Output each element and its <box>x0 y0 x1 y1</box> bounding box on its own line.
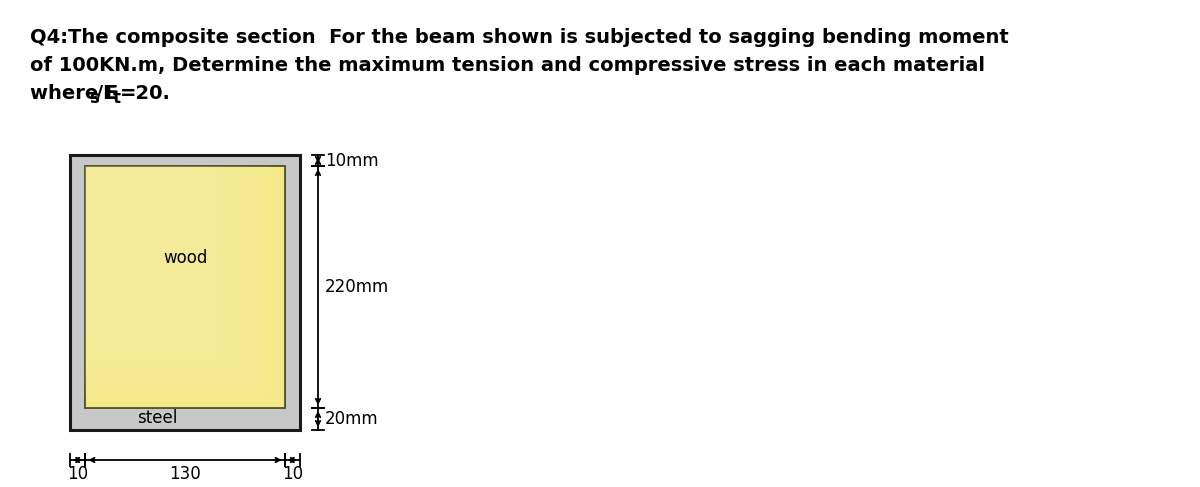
Text: 10: 10 <box>67 465 89 483</box>
Text: 130: 130 <box>169 465 200 483</box>
Text: s: s <box>89 89 98 107</box>
Bar <box>85 166 284 408</box>
Bar <box>85 166 236 372</box>
Bar <box>85 166 253 384</box>
Bar <box>85 166 188 336</box>
Text: of 100KN.m, Determine the maximum tension and compressive stress in each materia: of 100KN.m, Determine the maximum tensio… <box>30 56 985 75</box>
Text: 10: 10 <box>282 465 302 483</box>
Text: Q4:The composite section  For the beam shown is subjected to sagging bending mom: Q4:The composite section For the beam sh… <box>30 28 1009 47</box>
Text: 10mm: 10mm <box>325 151 379 169</box>
Bar <box>85 166 205 348</box>
Bar <box>70 155 300 430</box>
Bar <box>85 166 221 359</box>
Text: where E: where E <box>30 84 119 103</box>
Text: t: t <box>113 89 121 107</box>
Bar <box>85 166 269 396</box>
Text: 20mm: 20mm <box>325 410 379 428</box>
Bar <box>85 166 284 408</box>
Text: 220mm: 220mm <box>325 278 389 296</box>
Text: steel: steel <box>137 409 178 427</box>
Text: wood: wood <box>163 249 208 267</box>
Text: =20.: =20. <box>120 84 170 103</box>
Text: /E: /E <box>96 84 116 103</box>
Bar <box>85 166 173 323</box>
